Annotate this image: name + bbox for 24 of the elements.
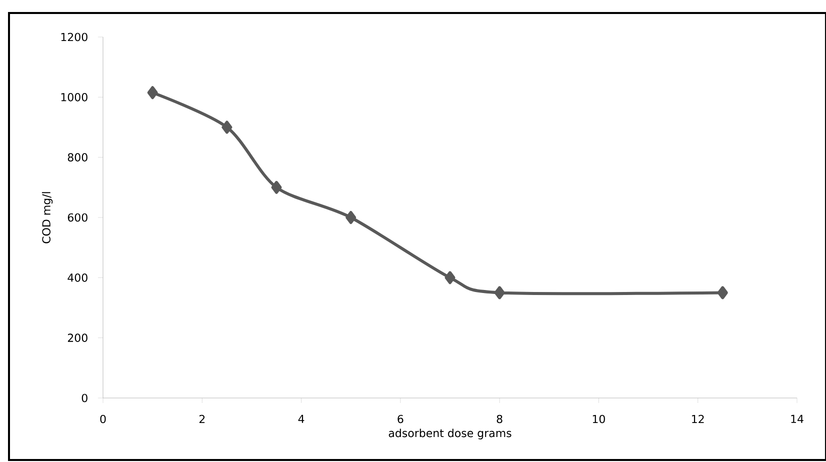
y-tick-label: 600: [68, 213, 88, 222]
x-tick-label: 6: [398, 414, 404, 424]
x-tick-label: 4: [298, 414, 304, 423]
point: [271, 180, 282, 194]
point: [222, 120, 232, 134]
y-tick-label: 0: [82, 394, 88, 402]
x-tick-label: 14: [791, 414, 804, 423]
point: [346, 210, 356, 224]
x-axis-title: adsorbent dose grams: [388, 428, 512, 440]
x-tick-label: 0: [100, 414, 106, 424]
y-tick-label: 200: [68, 334, 88, 342]
y-tick-label: 800: [68, 153, 88, 162]
point: [494, 286, 505, 300]
x-tick-label: 2: [199, 414, 205, 424]
y-tick-label: 400: [68, 274, 88, 282]
y-axis-title: COD mg/l: [42, 192, 53, 244]
point: [444, 271, 456, 284]
point: [717, 286, 728, 300]
y-tick-label: 1200: [61, 32, 88, 42]
x-tick-label: 12: [692, 414, 704, 424]
point: [147, 86, 158, 100]
y-tick-label: 1000: [61, 93, 88, 102]
x-tick-label: 10: [592, 414, 605, 424]
x-tick-label: 8: [496, 414, 502, 424]
